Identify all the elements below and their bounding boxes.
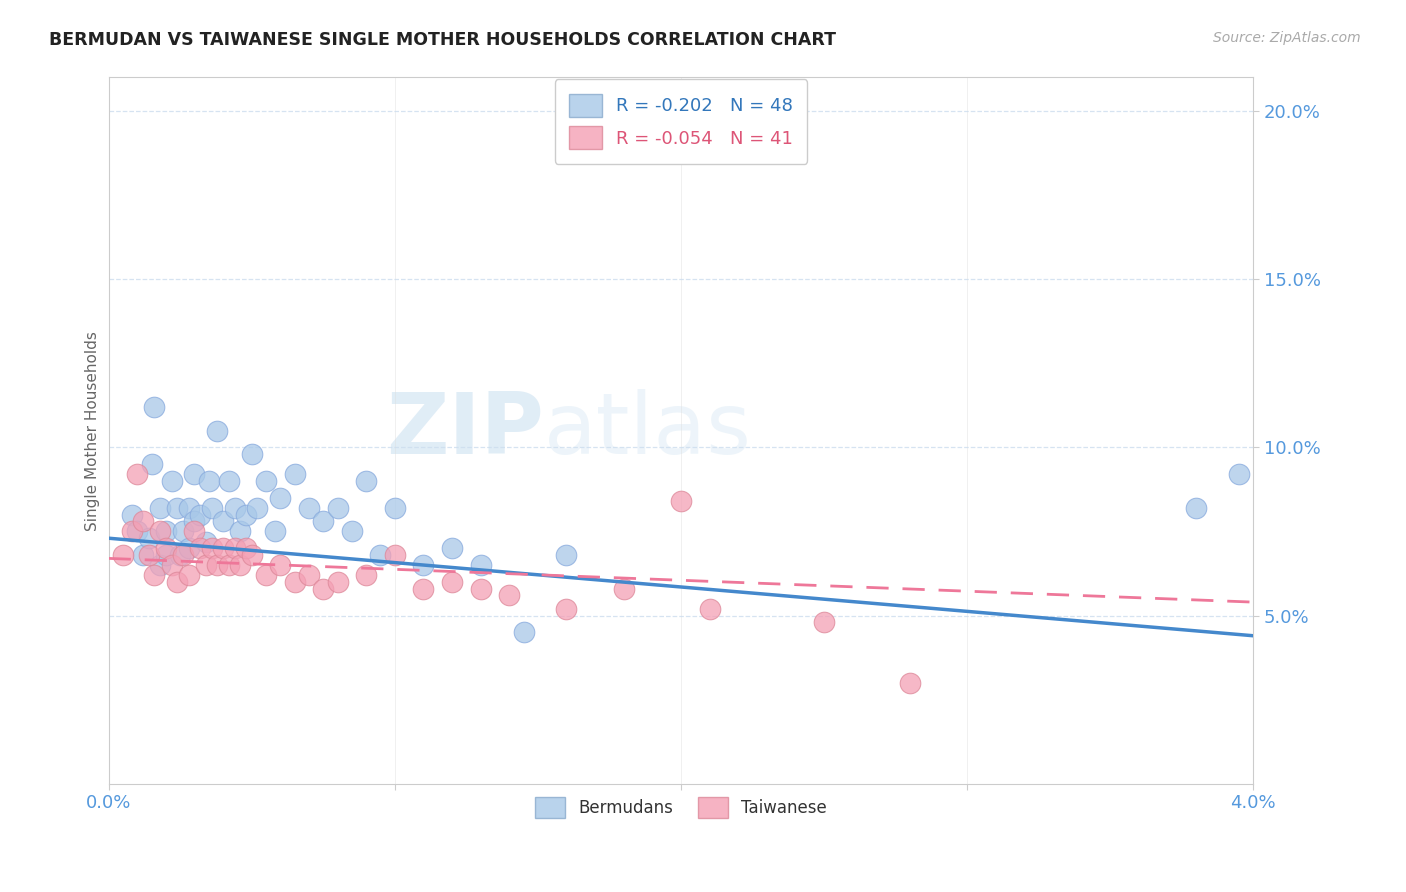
Point bbox=[149, 524, 172, 539]
Point bbox=[188, 508, 211, 522]
Point bbox=[240, 447, 263, 461]
Point bbox=[284, 574, 307, 589]
Point bbox=[138, 531, 160, 545]
Point bbox=[194, 558, 217, 573]
Point bbox=[284, 467, 307, 482]
Point bbox=[1185, 500, 1208, 515]
Point bbox=[160, 474, 183, 488]
Point bbox=[470, 558, 492, 573]
Point bbox=[121, 524, 143, 539]
Point bbox=[312, 515, 335, 529]
Point bbox=[143, 568, 166, 582]
Point bbox=[177, 500, 200, 515]
Point bbox=[218, 558, 240, 573]
Point bbox=[555, 548, 578, 562]
Point bbox=[138, 548, 160, 562]
Text: Source: ZipAtlas.com: Source: ZipAtlas.com bbox=[1213, 31, 1361, 45]
Point bbox=[269, 491, 291, 505]
Point bbox=[512, 625, 534, 640]
Point bbox=[149, 558, 172, 573]
Legend: Bermudans, Taiwanese: Bermudans, Taiwanese bbox=[529, 790, 834, 825]
Point bbox=[384, 500, 406, 515]
Point bbox=[207, 424, 229, 438]
Point bbox=[555, 602, 578, 616]
Point bbox=[127, 524, 149, 539]
Point bbox=[149, 500, 172, 515]
Point bbox=[111, 548, 134, 562]
Point bbox=[613, 582, 636, 596]
Y-axis label: Single Mother Households: Single Mother Households bbox=[86, 331, 100, 531]
Point bbox=[166, 574, 188, 589]
Point bbox=[298, 568, 321, 582]
Point bbox=[326, 500, 349, 515]
Point bbox=[224, 500, 246, 515]
Point bbox=[183, 467, 205, 482]
Point bbox=[298, 500, 321, 515]
Point bbox=[340, 524, 363, 539]
Text: atlas: atlas bbox=[544, 389, 752, 472]
Point bbox=[212, 515, 235, 529]
Point bbox=[177, 568, 200, 582]
Point bbox=[326, 574, 349, 589]
Point bbox=[166, 500, 188, 515]
Point bbox=[229, 524, 252, 539]
Point bbox=[127, 467, 149, 482]
Text: ZIP: ZIP bbox=[385, 389, 544, 472]
Point bbox=[813, 615, 835, 630]
Point bbox=[132, 515, 155, 529]
Point bbox=[235, 508, 257, 522]
Point bbox=[194, 534, 217, 549]
Point bbox=[254, 474, 277, 488]
Point bbox=[207, 558, 229, 573]
Point bbox=[699, 602, 721, 616]
Point bbox=[160, 558, 183, 573]
Point bbox=[1227, 467, 1250, 482]
Point bbox=[669, 494, 692, 508]
Point bbox=[370, 548, 392, 562]
Point bbox=[412, 558, 434, 573]
Point bbox=[229, 558, 252, 573]
Point bbox=[188, 541, 211, 556]
Point bbox=[240, 548, 263, 562]
Point bbox=[254, 568, 277, 582]
Point bbox=[412, 582, 434, 596]
Point bbox=[155, 548, 177, 562]
Point bbox=[141, 457, 163, 471]
Point bbox=[235, 541, 257, 556]
Point bbox=[201, 500, 224, 515]
Point bbox=[169, 548, 191, 562]
Point bbox=[132, 548, 155, 562]
Point bbox=[498, 588, 520, 602]
Point bbox=[440, 574, 463, 589]
Point bbox=[143, 400, 166, 414]
Point bbox=[212, 541, 235, 556]
Point bbox=[224, 541, 246, 556]
Point bbox=[172, 524, 194, 539]
Point bbox=[354, 474, 377, 488]
Point bbox=[218, 474, 240, 488]
Point bbox=[263, 524, 285, 539]
Point bbox=[269, 558, 291, 573]
Point bbox=[354, 568, 377, 582]
Point bbox=[312, 582, 335, 596]
Point bbox=[197, 474, 219, 488]
Point bbox=[384, 548, 406, 562]
Text: BERMUDAN VS TAIWANESE SINGLE MOTHER HOUSEHOLDS CORRELATION CHART: BERMUDAN VS TAIWANESE SINGLE MOTHER HOUS… bbox=[49, 31, 837, 49]
Point bbox=[470, 582, 492, 596]
Point bbox=[172, 548, 194, 562]
Point bbox=[440, 541, 463, 556]
Point bbox=[183, 515, 205, 529]
Point bbox=[183, 524, 205, 539]
Point bbox=[201, 541, 224, 556]
Point bbox=[121, 508, 143, 522]
Point bbox=[155, 541, 177, 556]
Point bbox=[898, 676, 921, 690]
Point bbox=[155, 524, 177, 539]
Point bbox=[246, 500, 269, 515]
Point bbox=[177, 541, 200, 556]
